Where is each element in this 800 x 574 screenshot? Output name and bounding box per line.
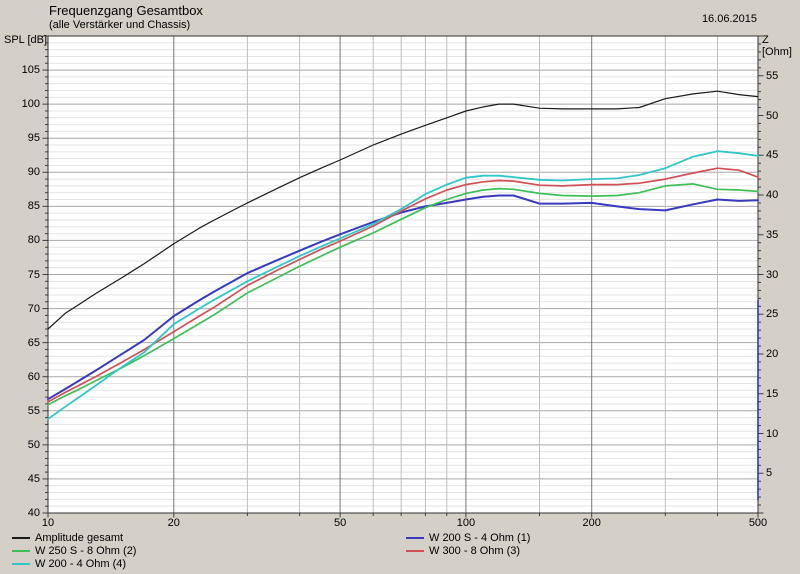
left-axis-tick-label: 95 bbox=[27, 132, 40, 145]
right-axis-tick-label: 10 bbox=[766, 427, 779, 440]
left-axis-tick-label: 60 bbox=[27, 370, 40, 383]
left-axis-tick-label: 70 bbox=[27, 302, 40, 315]
x-axis-tick-label: 20 bbox=[167, 517, 180, 529]
legend-line-swatch bbox=[406, 537, 424, 539]
page-title: Frequenzgang Gesamtbox bbox=[49, 3, 203, 18]
legend-label: W 300 - 8 Ohm (3) bbox=[429, 545, 521, 557]
legend-label: W 200 S - 4 Ohm (1) bbox=[429, 532, 531, 544]
legend-line-swatch bbox=[406, 550, 424, 552]
curve-amplitude-gesamt bbox=[47, 90, 759, 330]
x-axis-tick-label: 50 bbox=[333, 517, 347, 529]
legend-line-swatch bbox=[12, 563, 30, 565]
right-axis-title: Z [Ohm] bbox=[762, 34, 792, 58]
x-axis-tick-label: 100 bbox=[456, 517, 476, 529]
legend-item-w250s: W 250 S - 8 Ohm (2) bbox=[12, 545, 136, 557]
left-axis-title: SPL [dB] bbox=[4, 34, 48, 46]
right-axis-tick-label: 50 bbox=[766, 109, 779, 122]
legend-line-swatch bbox=[12, 537, 30, 539]
left-axis-tick-label: 80 bbox=[27, 234, 40, 247]
legend-label: W 200 - 4 Ohm (4) bbox=[35, 558, 127, 570]
right-axis-tick-label: 30 bbox=[766, 268, 779, 281]
curve-w-250-s-8-ohm-2 bbox=[47, 183, 759, 406]
right-axis-tick-label: 40 bbox=[766, 189, 779, 201]
right-axis-tick-label: 25 bbox=[766, 308, 779, 321]
curve-w-200-4-ohm-4 bbox=[47, 150, 759, 420]
left-axis-tick-label: 100 bbox=[21, 98, 40, 111]
legend-label: Amplitude gesamt bbox=[35, 532, 124, 544]
legend: Amplitude gesamt W 250 S - 8 Ohm (2) W 2… bbox=[0, 526, 800, 574]
left-axis-tick-label: 90 bbox=[27, 166, 40, 179]
right-axis-tick-label: 5 bbox=[766, 467, 773, 480]
legend-item-w200: W 200 - 4 Ohm (4) bbox=[12, 558, 126, 570]
right-axis-tick-label: 20 bbox=[766, 348, 779, 360]
left-axis-tick-label: 75 bbox=[27, 268, 40, 281]
x-axis-tick-label: 500 bbox=[748, 517, 768, 529]
left-axis-tick-label: 50 bbox=[27, 438, 40, 451]
page-subtitle: (alle Verstärker und Chassis) bbox=[49, 19, 191, 31]
right-axis-tick-label: 45 bbox=[766, 149, 779, 162]
legend-label: W 250 S - 8 Ohm (2) bbox=[35, 545, 137, 557]
legend-line-swatch bbox=[12, 550, 30, 552]
right-axis-tick-label: 35 bbox=[766, 228, 779, 241]
curve-w-200-s-4-ohm-1 bbox=[47, 194, 759, 401]
legend-item-amplitude-gesamt: Amplitude gesamt bbox=[12, 532, 123, 544]
x-axis-tick-label: 200 bbox=[582, 517, 601, 529]
x-axis-tick-label: 10 bbox=[41, 517, 55, 529]
legend-item-w200s: W 200 S - 4 Ohm (1) bbox=[406, 532, 530, 544]
date-label: 16.06.2015 bbox=[701, 13, 757, 25]
left-axis-tick-label: 65 bbox=[27, 336, 40, 349]
left-axis-tick-label: 85 bbox=[27, 200, 40, 213]
left-axis-tick-label: 40 bbox=[27, 507, 40, 519]
legend-item-w300: W 300 - 8 Ohm (3) bbox=[406, 545, 520, 557]
left-axis-tick-label: 105 bbox=[21, 64, 40, 77]
left-axis-tick-label: 55 bbox=[27, 404, 40, 417]
left-axis-tick-label: 45 bbox=[27, 472, 40, 485]
right-axis-tick-label: 15 bbox=[766, 387, 779, 400]
right-axis-tick-label: 55 bbox=[766, 69, 779, 82]
